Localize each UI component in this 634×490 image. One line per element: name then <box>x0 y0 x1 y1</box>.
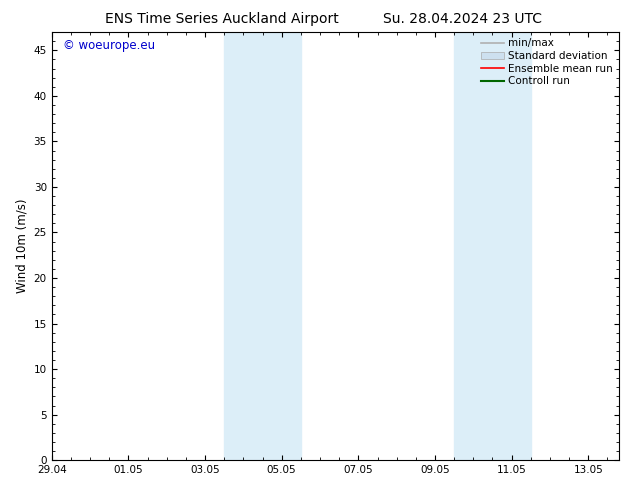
Text: © woeurope.eu: © woeurope.eu <box>63 39 155 51</box>
Y-axis label: Wind 10m (m/s): Wind 10m (m/s) <box>15 199 28 294</box>
Bar <box>454 32 531 460</box>
Text: ENS Time Series Auckland Airport: ENS Time Series Auckland Airport <box>105 12 339 26</box>
Text: Su. 28.04.2024 23 UTC: Su. 28.04.2024 23 UTC <box>384 12 542 26</box>
Legend: min/max, Standard deviation, Ensemble mean run, Controll run: min/max, Standard deviation, Ensemble me… <box>477 34 617 90</box>
Bar <box>224 32 301 460</box>
